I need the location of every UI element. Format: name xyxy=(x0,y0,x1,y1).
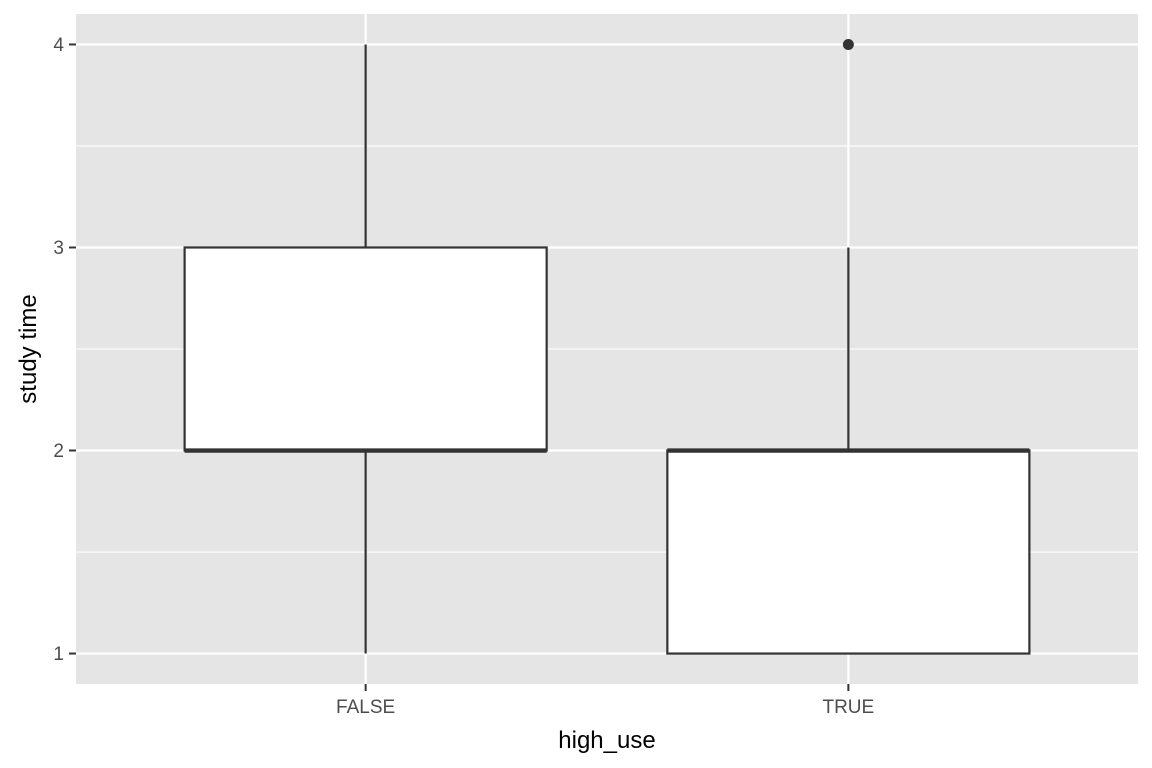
x-tick-label: TRUE xyxy=(822,697,874,718)
y-axis-title: study time xyxy=(15,294,42,403)
outlier-point xyxy=(842,38,854,50)
box-true xyxy=(666,449,1031,655)
box-false xyxy=(183,246,548,452)
y-tick-label: 3 xyxy=(53,238,64,259)
y-tick-label: 1 xyxy=(53,644,64,665)
axes: 1 2 3 4 FALSE TRUE xyxy=(53,35,874,718)
x-tick-label: FALSE xyxy=(336,697,395,718)
y-tick-label: 2 xyxy=(53,441,64,462)
y-tick-label: 4 xyxy=(53,35,64,56)
boxes xyxy=(183,38,1031,655)
x-axis-title: high_use xyxy=(558,727,655,754)
